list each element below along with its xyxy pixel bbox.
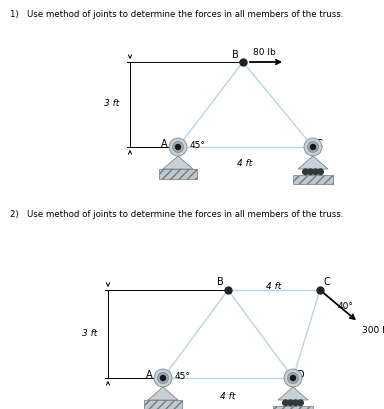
Text: 4 ft: 4 ft	[237, 159, 253, 168]
Polygon shape	[163, 156, 193, 169]
Text: 1)   Use method of joints to determine the forces in all members of the truss.: 1) Use method of joints to determine the…	[10, 10, 343, 19]
Text: C: C	[323, 277, 330, 287]
Circle shape	[288, 400, 293, 406]
Text: 45°: 45°	[175, 372, 191, 381]
Circle shape	[293, 400, 298, 406]
Polygon shape	[278, 387, 308, 400]
Text: 3 ft: 3 ft	[83, 330, 98, 339]
Circle shape	[175, 144, 180, 150]
Circle shape	[169, 138, 187, 156]
Circle shape	[172, 142, 184, 153]
Text: 40°: 40°	[338, 302, 354, 311]
Circle shape	[298, 400, 303, 406]
Circle shape	[308, 169, 313, 175]
Text: 2)   Use method of joints to determine the forces in all members of the truss.: 2) Use method of joints to determine the…	[10, 210, 343, 219]
Polygon shape	[148, 387, 178, 400]
Polygon shape	[298, 156, 328, 169]
Text: A: A	[161, 139, 168, 149]
Text: 4 ft: 4 ft	[266, 282, 281, 291]
Circle shape	[304, 138, 322, 156]
Text: 300 lb: 300 lb	[362, 326, 384, 335]
Text: B: B	[217, 277, 224, 287]
Circle shape	[283, 400, 288, 406]
Circle shape	[161, 375, 166, 380]
Circle shape	[311, 144, 316, 150]
Circle shape	[303, 169, 308, 175]
Bar	[273, 406, 313, 409]
Circle shape	[284, 369, 302, 387]
Circle shape	[291, 375, 296, 380]
Circle shape	[313, 169, 318, 175]
Text: 45°: 45°	[190, 141, 206, 150]
Text: 3 ft: 3 ft	[104, 99, 120, 108]
Bar	[159, 169, 197, 179]
Bar	[144, 400, 182, 409]
Text: C: C	[316, 139, 323, 149]
Circle shape	[154, 369, 172, 387]
Text: 4 ft: 4 ft	[220, 392, 236, 401]
Text: B: B	[232, 50, 239, 60]
Circle shape	[288, 373, 298, 384]
Text: D: D	[297, 370, 305, 380]
Text: A: A	[146, 370, 153, 380]
Circle shape	[308, 142, 318, 153]
Text: 80 lb: 80 lb	[253, 48, 276, 57]
Circle shape	[157, 373, 169, 384]
Circle shape	[318, 169, 323, 175]
Bar	[293, 175, 333, 184]
